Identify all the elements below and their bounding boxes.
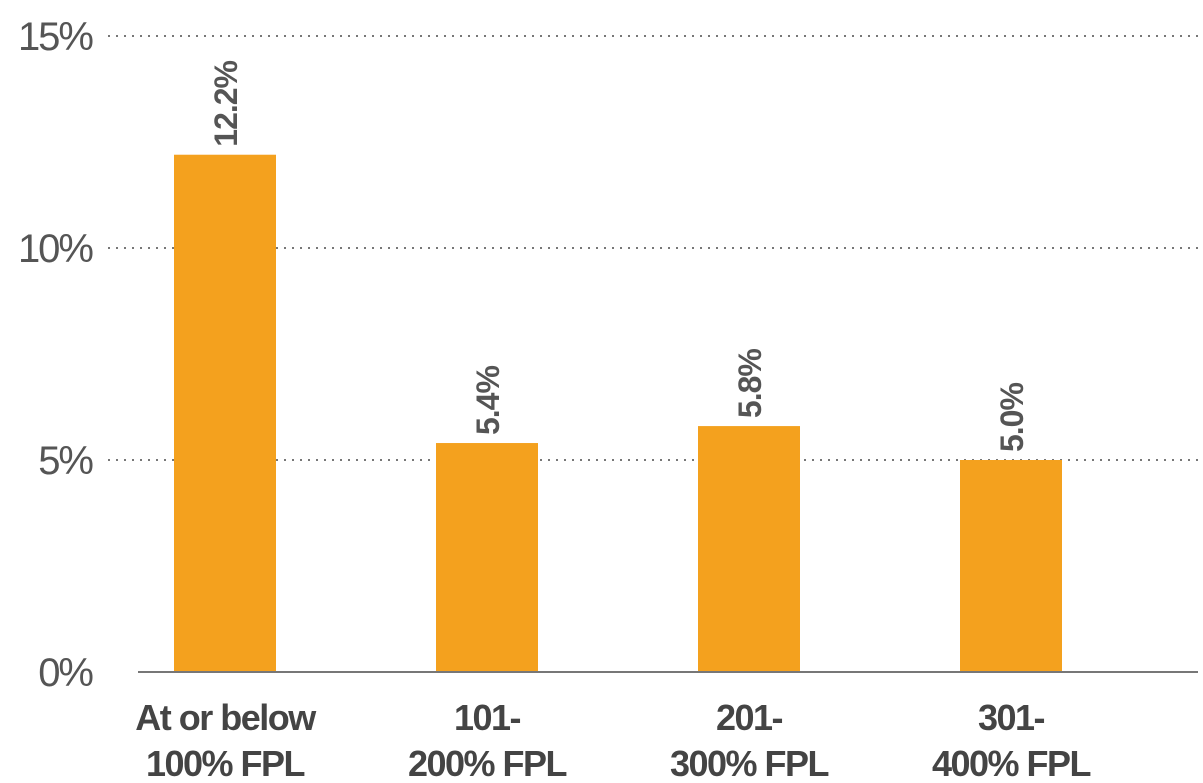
y-axis-ticks: 0% 5% 10% 15% — [18, 15, 95, 695]
category-label: 201- — [716, 697, 783, 738]
category-label: 300% FPL — [670, 743, 829, 783]
value-label: 5.8% — [732, 349, 768, 418]
x-axis-categories: At or below 100% FPL 101- 200% FPL 201- 300% … — [135, 697, 1092, 783]
bar — [174, 154, 276, 673]
y-tick-label: 0% — [38, 651, 93, 695]
category-label: 101- — [454, 697, 521, 738]
category-label: At or below — [135, 697, 317, 738]
value-label: 5.4% — [470, 366, 506, 435]
category-label: 200% FPL — [408, 743, 567, 783]
bar — [698, 426, 800, 672]
value-labels: 12.2% 5.4% 5.8% 5.0% — [208, 60, 1030, 452]
bars — [174, 154, 1062, 673]
category-label: 301- — [978, 697, 1045, 738]
category-label: 400% FPL — [932, 743, 1091, 783]
bar — [960, 460, 1062, 672]
y-tick-label: 5% — [38, 439, 93, 483]
y-tick-label: 15% — [18, 15, 93, 59]
value-label: 5.0% — [994, 383, 1030, 452]
y-tick-label: 10% — [18, 227, 93, 271]
bar — [436, 443, 538, 672]
value-label: 12.2% — [208, 60, 244, 146]
gridlines — [108, 35, 1198, 461]
category-label: 100% FPL — [146, 743, 305, 783]
